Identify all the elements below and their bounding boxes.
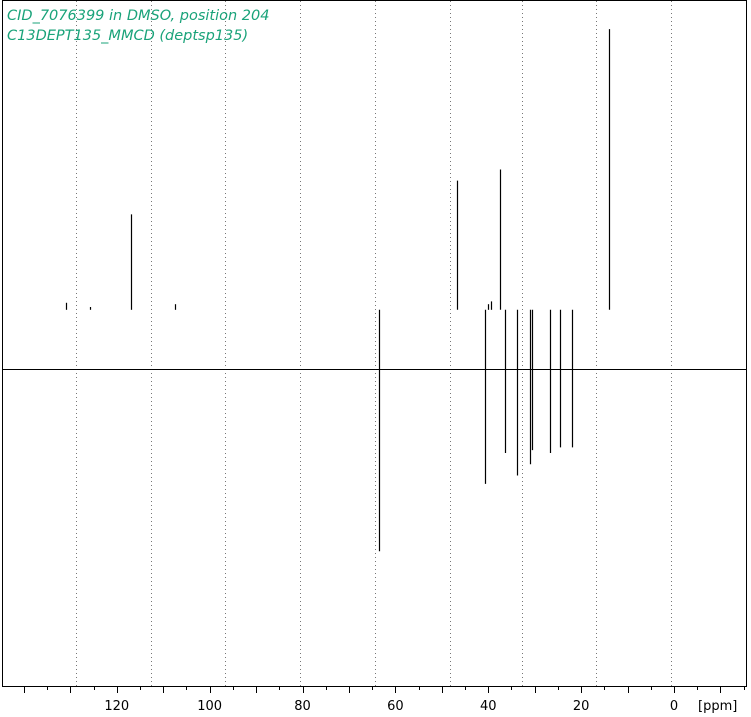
x-tick-label: 120 (104, 699, 129, 714)
x-tick-label: 0 (670, 699, 678, 714)
x-tick-label: 60 (387, 699, 404, 714)
x-axis: 120 100 80 60 40 20 0 (24, 686, 745, 714)
x-tick-label: 100 (197, 699, 222, 714)
x-tick-label: 20 (573, 699, 590, 714)
x-tick-label: 40 (480, 699, 497, 714)
title-line-2: C13DEPT135_MMCD (deptsp135) (7, 28, 248, 44)
plot-border (2, 0, 747, 687)
x-tick-label: 80 (294, 699, 311, 714)
x-axis-label: [ppm] (698, 699, 737, 714)
title-line-1: CID_7076399 in DMSO, position 204 (7, 8, 269, 24)
peaks-layer (65, 29, 611, 552)
